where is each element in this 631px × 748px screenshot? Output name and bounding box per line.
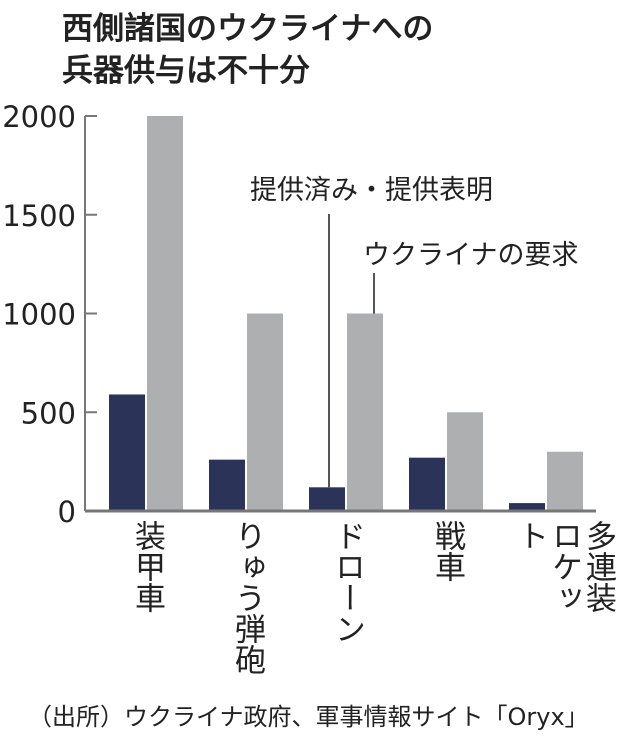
y-tick-label: 2000 [2, 100, 76, 134]
title-line-2: 兵器供与は不十分 [62, 53, 310, 89]
source-note: （出所）ウクライナ政府、軍事情報サイト「Oryx」 [28, 703, 589, 731]
x-tick-label: ドローン [329, 520, 365, 644]
bar-provided [509, 503, 545, 511]
y-tick-label: 500 [21, 396, 76, 430]
bar-provided [109, 394, 145, 511]
y-tick-label: 0 [58, 495, 76, 529]
x-tick-label: 戦車 [429, 520, 465, 582]
series-label-requested: ウクライナの要求 [363, 240, 578, 271]
series-label-provided: 提供済み・提供表明 [250, 175, 493, 206]
bar-provided [209, 459, 245, 511]
bar-requested [447, 412, 483, 511]
bar-requested [547, 451, 583, 511]
x-tick-label: りゅう弾砲 [229, 520, 265, 675]
bar-provided [409, 457, 445, 511]
bar-requested [247, 313, 283, 511]
bar-provided [309, 487, 345, 511]
y-tick-label: 1500 [2, 199, 76, 233]
x-tick-label: 装甲車 [129, 520, 165, 613]
title-line-1: 西側諸国のウクライナへの [62, 11, 434, 47]
bar-requested [147, 116, 183, 511]
bar-requested [347, 313, 383, 511]
y-tick-label: 1000 [2, 298, 76, 332]
chart-title: 西側諸国のウクライナへの 兵器供与は不十分 [62, 8, 433, 92]
x-tick-label: 多連装ロケット [512, 520, 616, 613]
